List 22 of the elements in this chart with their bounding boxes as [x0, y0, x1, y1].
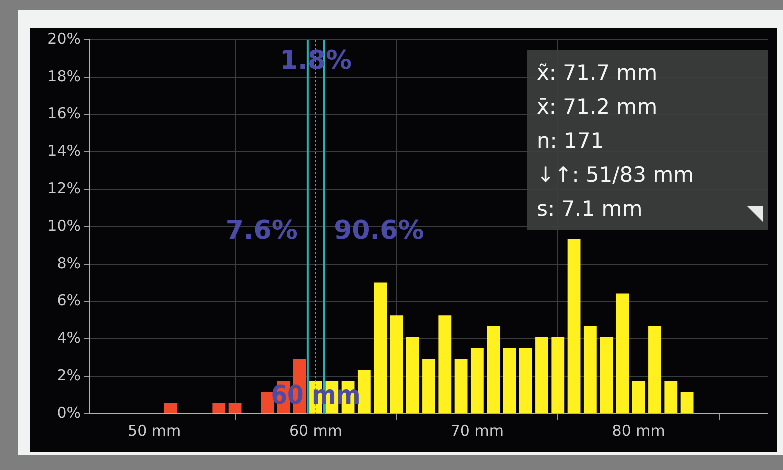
y-tick-label: 16% — [48, 104, 81, 123]
y-tick-label: 6% — [57, 292, 81, 310]
y-tick-label: 20% — [48, 30, 81, 48]
annotation: ↓↑: 51/83 mm — [537, 162, 696, 189]
y-tick-label: 12% — [48, 179, 81, 198]
annotation: 90.6% — [334, 216, 424, 246]
y-tick-label: 4% — [57, 329, 81, 348]
x-tick-label: 70 mm — [450, 422, 504, 440]
y-tick-label: 10% — [48, 216, 81, 235]
x-tick-label: 50 mm — [128, 422, 182, 440]
y-tick-label: 18% — [48, 67, 81, 86]
annotation: s: 7.1 mm — [537, 196, 644, 223]
annotation: n: 171 — [537, 128, 606, 155]
y-tick-label: 8% — [57, 254, 81, 272]
annotation: x̃: 71.7 mm — [537, 60, 659, 87]
y-tick-label: 14% — [48, 142, 81, 160]
y-tick-label: 2% — [57, 366, 81, 384]
x-tick-label: 80 mm — [612, 422, 666, 440]
annotation: x̄: 71.2 mm — [537, 94, 659, 121]
x-tick-label: 60 mm — [289, 422, 343, 440]
y-tick-label: 0% — [57, 404, 81, 422]
annotation: 7.6% — [226, 216, 298, 246]
